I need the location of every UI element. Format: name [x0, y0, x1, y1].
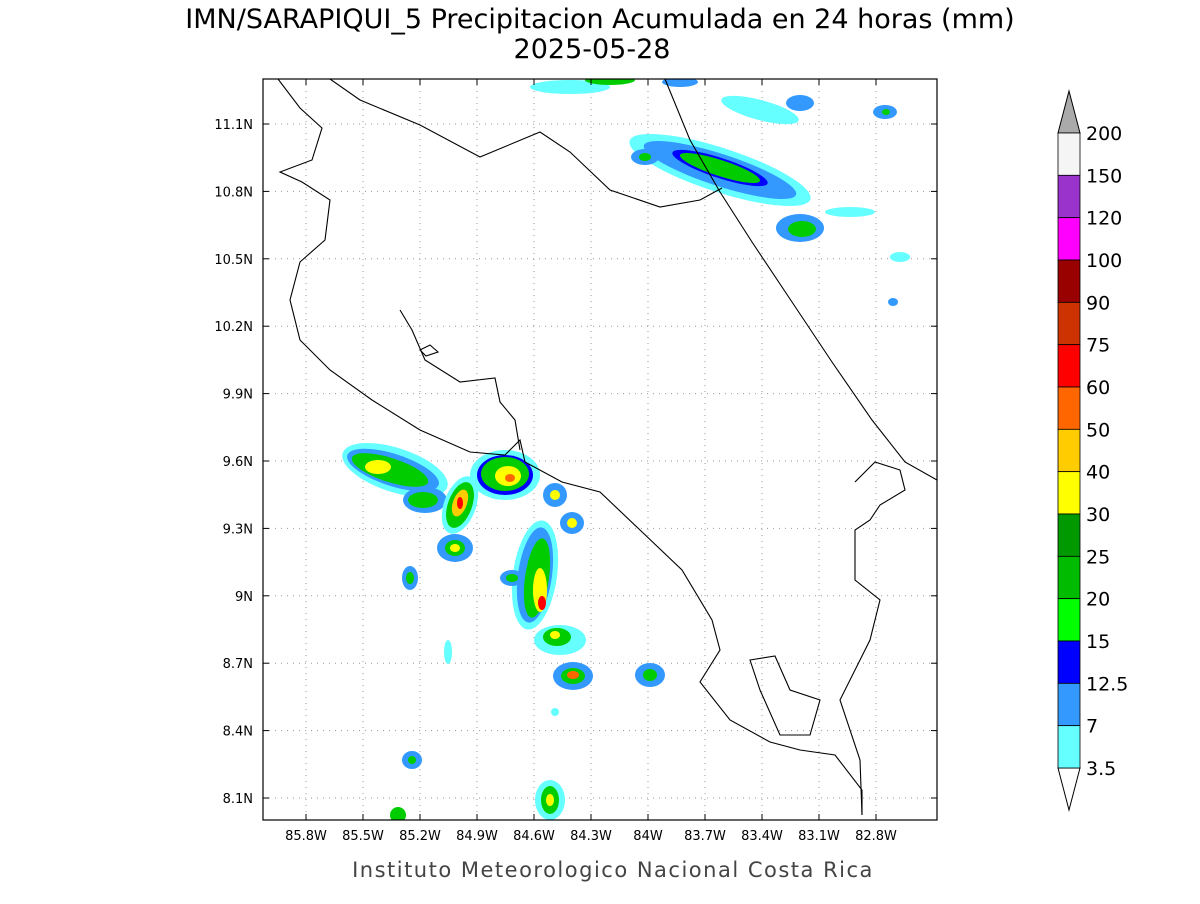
lon-tick-label: 84.3W — [570, 829, 612, 844]
axis-ticks: 85.8W 85.5W 85.2W 84.9W 84.6W 84.3W 84W 83.7W 83… — [214, 79, 937, 844]
lon-tick-label: 85.2W — [399, 829, 441, 844]
grid — [263, 79, 937, 820]
colorbar-box — [1057, 174, 1081, 219]
colorbar-label: 20 — [1086, 589, 1110, 611]
lat-tick-label: 9.6N — [223, 455, 253, 470]
lon-tick-label: 84.9W — [456, 829, 498, 844]
colorbar: 200 150 120 100 90 75 60 50 40 30 25 20 15 12.5 7 3.5 — [1057, 89, 1128, 812]
colorbar-box — [1057, 640, 1081, 684]
lon-tick-label: 83.1W — [798, 829, 840, 844]
lon-tick-label: 82.8W — [855, 829, 897, 844]
colorbar-label: 30 — [1086, 504, 1110, 526]
lat-tick-label: 9.3N — [223, 522, 253, 537]
colorbar-label: 60 — [1086, 377, 1110, 399]
colorbar-label: 40 — [1086, 462, 1110, 484]
lat-tick-label: 8.4N — [223, 725, 253, 740]
colorbar-label: 90 — [1086, 292, 1110, 314]
lat-tick-label: 9N — [235, 590, 253, 605]
colorbar-label: 3.5 — [1086, 758, 1116, 780]
colorbar-box — [1057, 428, 1081, 473]
colorbar-label: 200 — [1086, 123, 1122, 145]
footer: Instituto Meteorologico Nacional Costa R… — [352, 858, 874, 882]
lat-tick-label: 10.2N — [214, 320, 253, 335]
lon-tick-label: 83.4W — [741, 829, 783, 844]
colorbar-box — [1057, 217, 1081, 261]
colorbar-label: 120 — [1086, 208, 1122, 230]
lon-tick-label: 85.5W — [342, 829, 384, 844]
lat-tick-label: 9.9N — [223, 388, 253, 403]
lat-tick-label: 10.8N — [214, 185, 253, 200]
map-frame — [262, 78, 938, 821]
colorbar-box — [1057, 132, 1081, 176]
colorbar-label: 100 — [1086, 250, 1122, 272]
lon-tick-label: 84W — [633, 829, 663, 844]
lon-tick-label: 84.6W — [513, 829, 555, 844]
colorbar-box — [1057, 725, 1081, 769]
colorbar-label: 150 — [1086, 165, 1122, 187]
colorbar-arrow-bottom — [1057, 767, 1081, 812]
rain-area — [342, 443, 665, 820]
lat-tick-label: 10.5N — [214, 253, 253, 268]
colorbar-label: 15 — [1086, 631, 1110, 653]
rain-area — [530, 79, 910, 306]
lat-tick-label: 11.1N — [214, 118, 253, 133]
colorbar-box — [1057, 682, 1081, 727]
title: IMN/SARAPIQUI_5 Precipitacion Acumulada … — [185, 4, 1014, 35]
colorbar-box — [1057, 301, 1081, 346]
colorbar-box — [1057, 598, 1081, 642]
precipitation — [342, 79, 910, 820]
lon-tick-label: 85.8W — [285, 829, 327, 844]
lat-tick-label: 8.7N — [223, 657, 253, 672]
colorbar-box — [1057, 513, 1081, 557]
colorbar-arrow-top — [1057, 89, 1081, 134]
colorbar-label: 50 — [1086, 419, 1110, 441]
coastline — [277, 79, 937, 816]
colorbar-box — [1057, 555, 1081, 600]
colorbar-label: 75 — [1086, 335, 1110, 357]
colorbar-label: 12.5 — [1086, 673, 1128, 695]
colorbar-box — [1057, 386, 1081, 430]
colorbar-label: 7 — [1086, 716, 1098, 738]
colorbar-box — [1057, 344, 1081, 388]
colorbar-box — [1057, 259, 1081, 303]
lat-tick-label: 8.1N — [223, 792, 253, 807]
colorbar-label: 25 — [1086, 546, 1110, 568]
lon-tick-label: 83.7W — [684, 829, 726, 844]
colorbar-box — [1057, 471, 1081, 515]
date: 2025-05-28 — [514, 34, 671, 65]
